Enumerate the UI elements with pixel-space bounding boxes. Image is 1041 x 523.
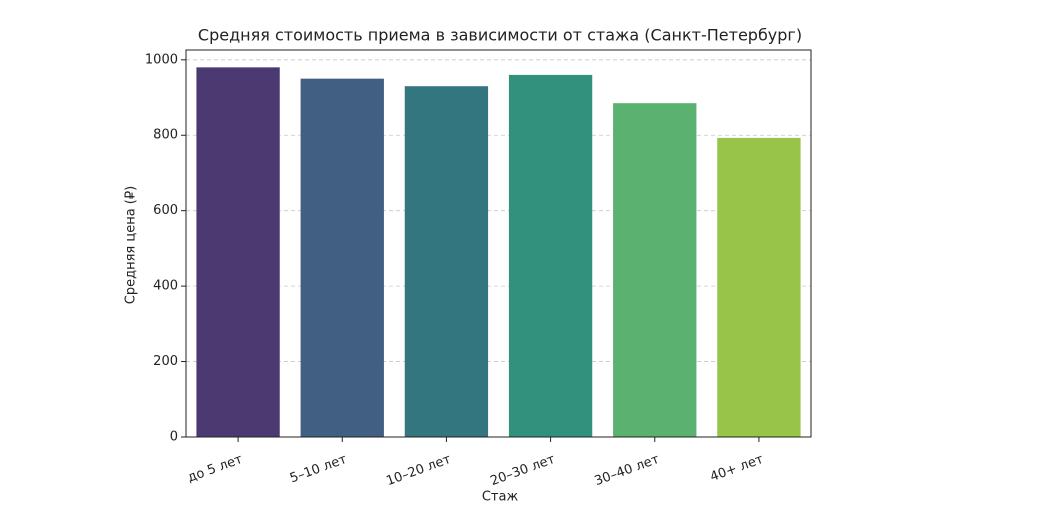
x-tick-label: 20–30 лет — [488, 452, 557, 489]
y-tick-label: 800 — [153, 128, 178, 143]
bar — [196, 67, 280, 437]
chart-title: Средняя стоимость приема в зависимости о… — [198, 26, 802, 45]
x-tick-label: 30–40 лет — [593, 452, 662, 489]
y-tick-label: 600 — [153, 203, 178, 218]
bar — [508, 74, 593, 437]
y-tick-label: 200 — [153, 354, 178, 369]
y-tick-label: 0 — [170, 430, 178, 445]
bar — [300, 78, 384, 438]
x-tick-label: 5–10 лет — [288, 452, 349, 487]
bar — [404, 86, 489, 438]
x-tick-label: 10–20 лет — [384, 452, 453, 489]
y-axis-label: Средняя цена (₽) — [124, 186, 139, 304]
x-tick-label: 40+ лет — [708, 452, 766, 485]
bar — [613, 103, 697, 438]
x-tick-label: до 5 лет — [186, 452, 245, 486]
y-tick-label: 1000 — [145, 52, 178, 67]
y-tick-label: 400 — [153, 279, 178, 294]
x-axis-label: Стаж — [482, 490, 519, 505]
bar — [717, 137, 801, 437]
plot-frame — [185, 49, 812, 438]
